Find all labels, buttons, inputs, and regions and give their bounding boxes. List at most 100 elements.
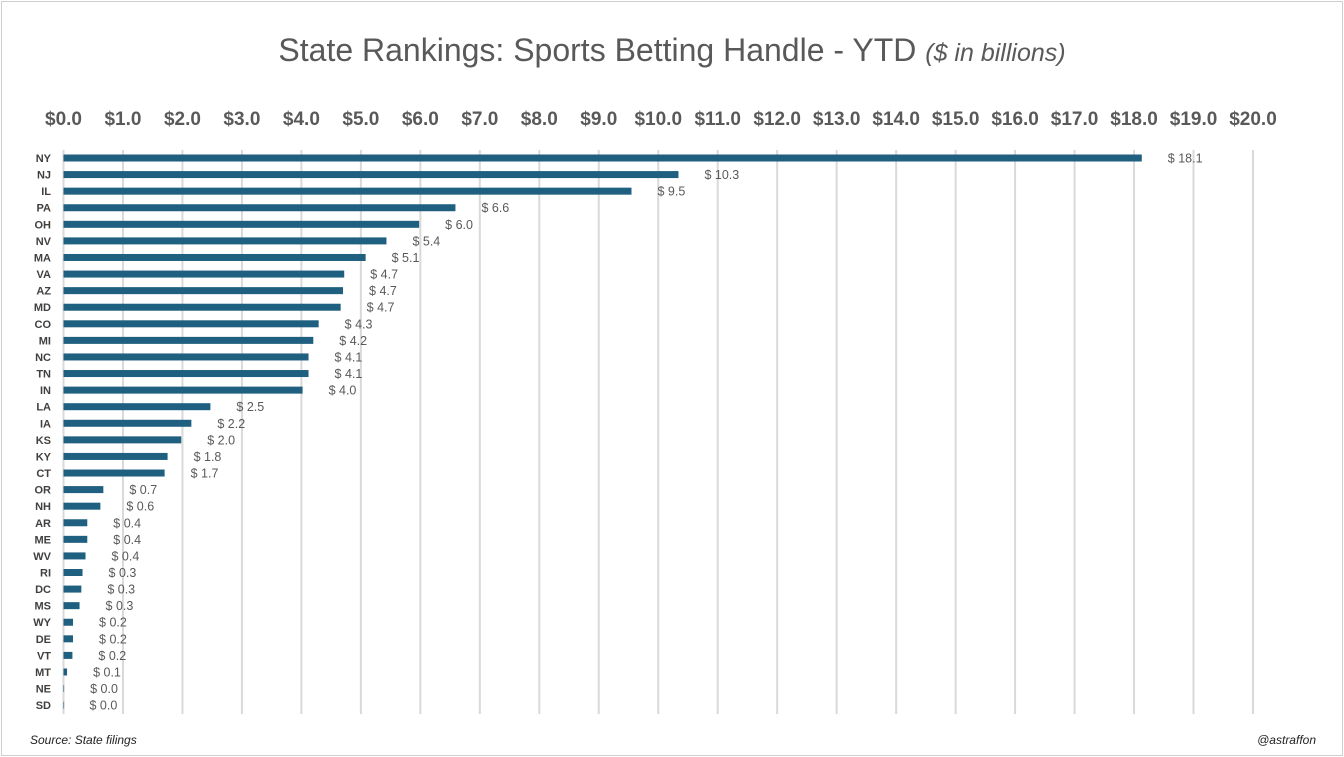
- bar: [63, 469, 165, 477]
- category-label: NC: [35, 352, 51, 364]
- category-label: SD: [36, 700, 51, 712]
- data-label: $ 5.4: [412, 234, 440, 248]
- category-label: WY: [33, 617, 51, 629]
- x-tick-label: $9.0: [580, 109, 617, 130]
- bar: [63, 336, 314, 344]
- bar: [63, 685, 65, 693]
- bar: [63, 519, 88, 527]
- bar: [63, 502, 101, 510]
- data-label: $ 0.4: [113, 533, 141, 547]
- data-label: $ 10.3: [704, 168, 739, 182]
- category-label: KY: [36, 451, 52, 463]
- data-label: $ 0.3: [107, 583, 135, 597]
- data-label: $ 0.2: [99, 632, 127, 646]
- x-tick-label: $20.0: [1229, 109, 1277, 130]
- category-label: IL: [41, 186, 51, 198]
- bar: [63, 154, 1142, 162]
- data-label: $ 2.0: [207, 433, 235, 447]
- x-tick-label: $16.0: [991, 109, 1039, 130]
- data-label: $ 4.2: [339, 334, 367, 348]
- category-label: MI: [39, 335, 51, 347]
- data-label: $ 4.1: [335, 367, 363, 381]
- bar: [63, 452, 168, 460]
- category-label: VA: [37, 269, 52, 281]
- data-label: $ 4.7: [369, 284, 397, 298]
- bar: [63, 237, 387, 245]
- data-label: $ 0.6: [126, 500, 154, 514]
- data-label: $ 0.4: [113, 516, 141, 530]
- x-tick-label: $15.0: [932, 109, 980, 130]
- x-tick-label: $2.0: [164, 109, 201, 130]
- bar: [63, 651, 73, 659]
- data-label: $ 0.7: [129, 483, 157, 497]
- category-label: TN: [36, 369, 51, 381]
- data-label: $ 0.4: [112, 549, 140, 563]
- bar: [63, 618, 74, 626]
- data-label: $ 6.6: [481, 201, 509, 215]
- category-label: OR: [35, 485, 52, 497]
- category-label: RI: [40, 568, 51, 580]
- data-label: $ 4.3: [345, 317, 373, 331]
- category-label: MA: [34, 252, 51, 264]
- category-label: ME: [35, 534, 52, 546]
- bar: [63, 602, 80, 610]
- chart-title: State Rankings: Sports Betting Handle - …: [0, 32, 1344, 69]
- bar: [63, 569, 83, 576]
- category-label: DC: [35, 584, 51, 596]
- data-label: $ 4.1: [335, 350, 363, 364]
- category-label: CT: [36, 468, 51, 480]
- data-label: $ 0.1: [93, 665, 121, 679]
- data-label: $ 4.0: [329, 384, 357, 398]
- data-label: $ 0.3: [109, 566, 137, 580]
- data-label: $ 2.5: [236, 400, 264, 414]
- data-label: $ 18.1: [1168, 152, 1203, 166]
- category-label: NJ: [37, 170, 51, 182]
- source-note: Source: State filings: [30, 733, 137, 747]
- category-label: DE: [36, 634, 51, 646]
- data-label: $ 0.3: [106, 599, 134, 613]
- category-label: NE: [36, 684, 51, 696]
- bar: [63, 668, 68, 676]
- bar: [63, 187, 632, 195]
- category-label: CO: [35, 319, 52, 331]
- bar: [63, 486, 104, 494]
- category-label: KS: [36, 435, 51, 447]
- category-label: MD: [34, 302, 51, 314]
- bar: [63, 270, 345, 278]
- data-label: $ 5.1: [392, 251, 420, 265]
- subtitle-text: ($ in billions): [925, 39, 1066, 67]
- bar: [63, 320, 319, 328]
- x-tick-label: $7.0: [461, 109, 498, 130]
- data-label: $ 1.8: [194, 450, 222, 464]
- data-label: $ 6.0: [445, 218, 473, 232]
- x-tick-label: $10.0: [634, 109, 682, 130]
- bar: [63, 353, 309, 361]
- title-text: State Rankings: Sports Betting Handle - …: [278, 32, 917, 68]
- x-tick-label: $11.0: [694, 109, 741, 130]
- bar: [63, 287, 344, 295]
- x-tick-label: $0.0: [45, 109, 82, 130]
- bar: [63, 403, 211, 411]
- category-label: PA: [37, 203, 52, 215]
- x-tick-label: $13.0: [813, 109, 861, 130]
- data-label: $ 9.5: [657, 185, 685, 199]
- category-label: AR: [35, 518, 51, 530]
- category-label: AZ: [36, 286, 51, 298]
- x-tick-label: $1.0: [104, 109, 141, 130]
- x-tick-label: $18.0: [1110, 109, 1158, 130]
- bar: [63, 171, 679, 179]
- bar: [63, 220, 420, 228]
- x-tick-label: $19.0: [1170, 109, 1218, 130]
- bar: [63, 552, 86, 560]
- category-label: MT: [35, 667, 51, 679]
- data-label: $ 4.7: [370, 268, 398, 282]
- data-label: $ 0.2: [98, 649, 126, 663]
- bar: [63, 535, 88, 543]
- data-label: $ 4.7: [367, 301, 395, 315]
- bar: [63, 303, 341, 311]
- bar: [63, 370, 309, 378]
- bar: [63, 585, 82, 593]
- x-tick-label: $4.0: [283, 109, 320, 130]
- data-label: $ 0.0: [90, 699, 118, 713]
